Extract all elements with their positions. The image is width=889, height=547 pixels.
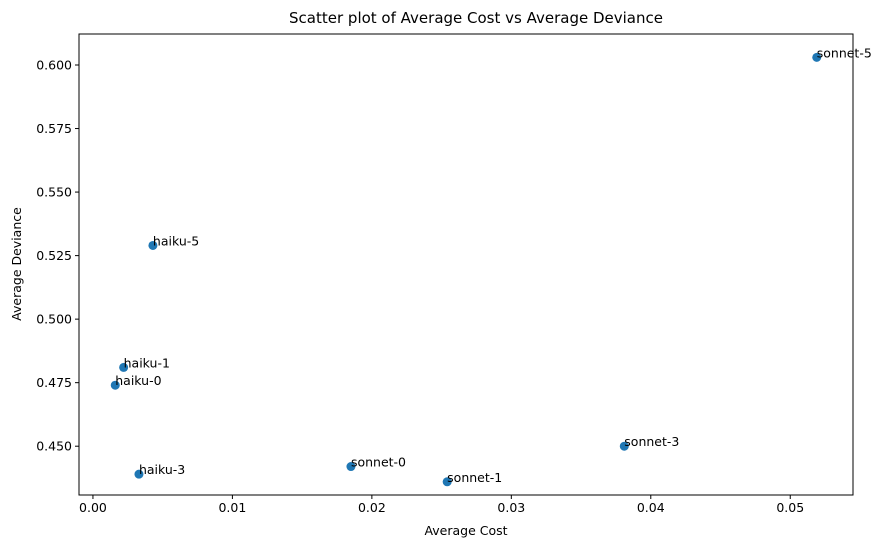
y-tick-label: 0.475 [36,375,72,390]
x-tick-label: 0.02 [358,500,386,515]
point-label: sonnet-5 [817,45,872,60]
data-point [812,52,822,62]
point-label: haiku-0 [115,373,161,388]
point-label: sonnet-1 [447,470,502,485]
point-label: sonnet-3 [624,434,679,449]
data-point [148,240,158,250]
x-tick-label: 0.05 [776,500,804,515]
data-point [119,362,129,372]
x-tick-label: 0.01 [218,500,246,515]
point-label: haiku-1 [124,355,170,370]
point-label: haiku-5 [153,233,199,248]
x-axis-label: Average Cost [424,523,507,538]
plot-frame [78,33,854,496]
data-point [619,441,629,451]
y-tick-label: 0.525 [36,248,72,263]
point-label: haiku-3 [139,462,185,477]
data-point [346,462,356,472]
y-tick-label: 0.575 [36,121,72,136]
y-tick-label: 0.500 [36,312,72,327]
y-tick-label: 0.450 [36,439,72,454]
y-tick-label: 0.550 [36,185,72,200]
data-point [134,469,144,479]
x-tick-label: 0.00 [79,500,107,515]
y-axis-label: Average Deviance [9,207,24,321]
x-tick-label: 0.03 [497,500,525,515]
chart-title: Scatter plot of Average Cost vs Average … [289,9,663,27]
data-point [442,477,452,487]
plot-area: 0.00 0.01 0.02 0.03 0.04 0.05 0.450 0.475 0.500 0… [36,33,872,515]
y-tick-label: 0.600 [36,58,72,73]
data-point [110,380,120,390]
point-label: sonnet-0 [351,455,406,470]
x-tick-label: 0.04 [637,500,665,515]
